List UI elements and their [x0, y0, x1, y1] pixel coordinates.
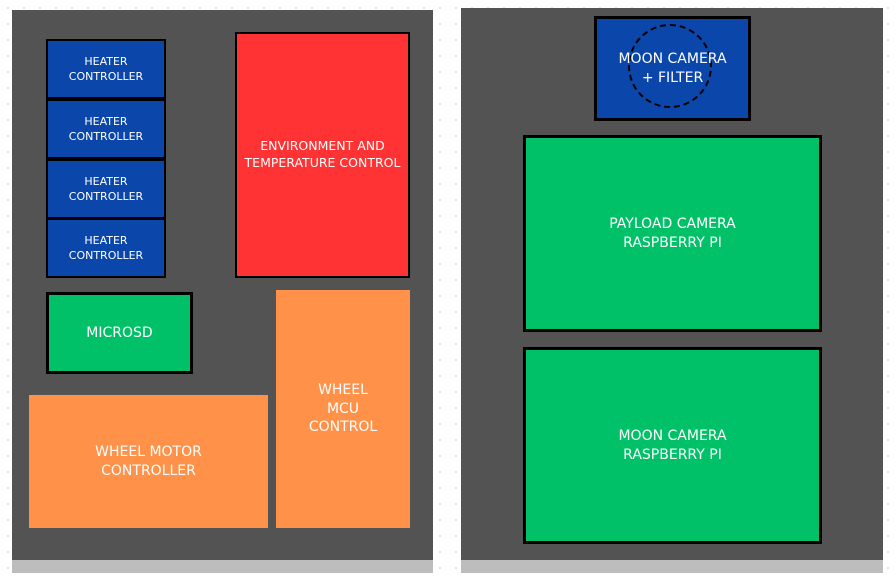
environment-control-label: ENVIRONMENT AND TEMPERATURE CONTROL [244, 138, 401, 170]
heater-controller-label: HEATER CONTROLLER [68, 174, 144, 203]
heater-controller-label: HEATER CONTROLLER [68, 114, 144, 143]
heater-controller-label: HEATER CONTROLLER [68, 54, 144, 83]
right-board-panel-edge [461, 560, 883, 573]
microsd-label: MICROSD [86, 324, 153, 341]
microsd-block: MICROSD [46, 292, 193, 374]
heater-controller-label: HEATER CONTROLLER [68, 233, 144, 262]
heater-controller-2: HEATER CONTROLLER [46, 99, 166, 159]
heater-controller-1: HEATER CONTROLLER [46, 39, 166, 99]
environment-temperature-control: ENVIRONMENT AND TEMPERATURE CONTROL [235, 32, 410, 278]
left-board-panel-edge [12, 560, 433, 573]
heater-controller-4: HEATER CONTROLLER [46, 218, 166, 278]
heater-controller-3: HEATER CONTROLLER [46, 159, 166, 219]
moon-camera-filter-block: MOON CAMERA + FILTER [594, 16, 751, 121]
filter-lens-circle [628, 24, 712, 108]
moon-camera-filter-label: MOON CAMERA + FILTER [618, 50, 727, 86]
wheel-mcu-control-label: WHEEL MCU CONTROL [308, 381, 378, 436]
moon-camera-pi-label: MOON CAMERA RASPBERRY PI [618, 427, 727, 463]
wheel-motor-controller-block: WHEEL MOTOR CONTROLLER [29, 395, 268, 528]
wheel-mcu-control-block: WHEEL MCU CONTROL [276, 290, 410, 528]
moon-camera-raspberry-pi-block: MOON CAMERA RASPBERRY PI [523, 347, 822, 544]
payload-camera-pi-label: PAYLOAD CAMERA RASPBERRY PI [609, 215, 736, 251]
payload-camera-raspberry-pi-block: PAYLOAD CAMERA RASPBERRY PI [523, 135, 822, 332]
wheel-motor-controller-label: WHEEL MOTOR CONTROLLER [95, 443, 202, 479]
